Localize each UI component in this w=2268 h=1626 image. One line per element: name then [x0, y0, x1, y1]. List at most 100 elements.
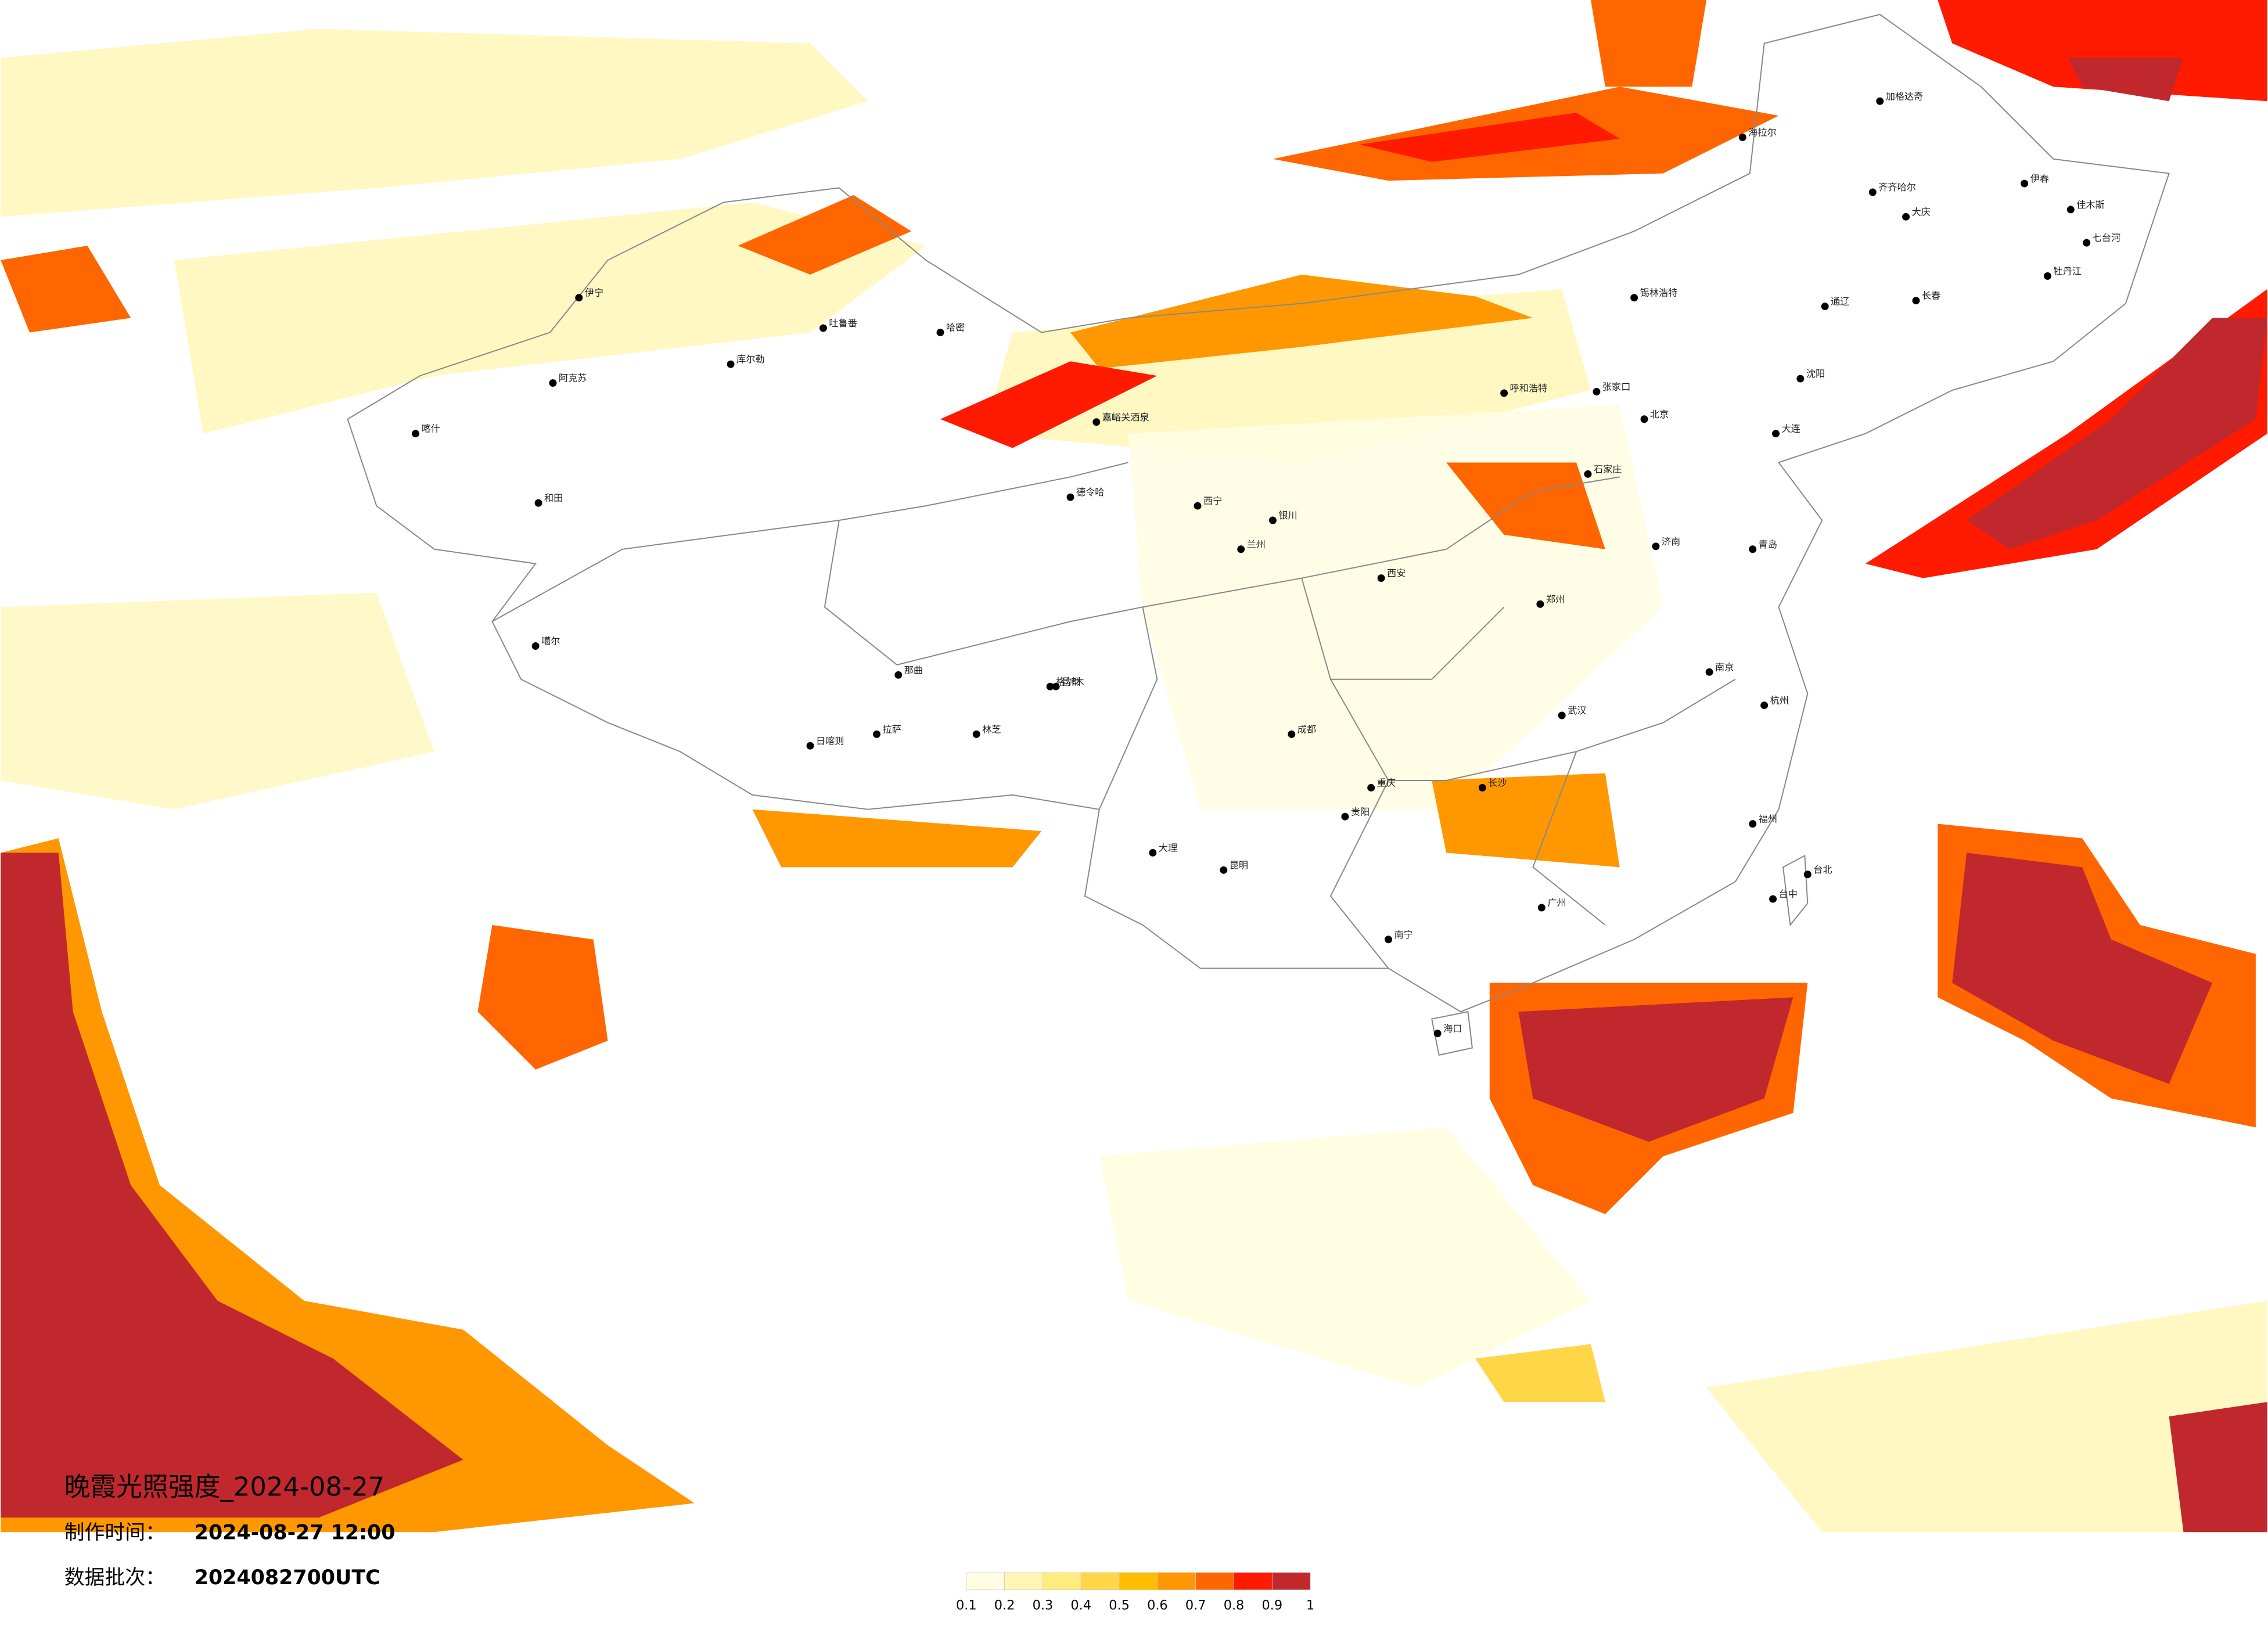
city-label: 成都	[1297, 724, 1316, 735]
city-dot	[1046, 682, 1054, 690]
city-dot	[1385, 936, 1393, 944]
city-label: 台北	[1813, 864, 1832, 875]
city-label: 格尔木	[1056, 676, 1084, 687]
city-dot	[1769, 895, 1777, 903]
city-dot	[412, 430, 419, 438]
city-label: 佳木斯	[2076, 199, 2104, 210]
legend-tick-label: 0.1	[956, 1598, 977, 1613]
legend-tick-label: 0.6	[1147, 1598, 1168, 1613]
city-label: 大连	[1782, 423, 1800, 434]
city-dot	[1760, 702, 1769, 710]
city-dot	[1803, 870, 1811, 879]
city-dot	[1092, 418, 1101, 426]
city-dot	[1593, 388, 1601, 395]
city-dot	[1630, 294, 1638, 302]
city-dot	[534, 499, 542, 507]
info: 制作时间： 2024-08-27 12:00 数据批次： 2024082700UTC	[64, 1521, 396, 1589]
legend-swatch	[1157, 1572, 1196, 1591]
city-label: 广州	[1547, 897, 1566, 908]
city-dot	[819, 324, 827, 332]
legend-tick-label: 0.3	[1033, 1598, 1054, 1613]
city-label: 郑州	[1546, 593, 1565, 605]
city-label: 齐齐哈尔	[1878, 182, 1916, 193]
city-label: 那曲	[904, 664, 923, 675]
city-label: 长沙	[1488, 777, 1507, 788]
city-dot	[2083, 239, 2091, 247]
city-dot	[1558, 711, 1566, 720]
city-dot	[2066, 206, 2075, 214]
city-dot	[806, 742, 814, 750]
city-dot	[1149, 848, 1157, 857]
city-dot	[1433, 1030, 1442, 1038]
city-label: 伊春	[2030, 173, 2049, 184]
city-dot	[1237, 545, 1245, 553]
city-dot	[575, 294, 583, 302]
city-dot	[1052, 682, 1060, 690]
legend-swatch	[1080, 1572, 1120, 1591]
city-dot	[549, 379, 557, 387]
city-label: 日喀则	[816, 735, 844, 746]
legend-tick-label: 0.9	[1262, 1598, 1283, 1613]
city-dot	[1268, 516, 1277, 524]
info-value: 2024-08-27 12:00	[195, 1521, 396, 1545]
city-label: 噶尔	[541, 636, 560, 647]
city-dot	[1584, 470, 1592, 478]
city-label: 加格达奇	[1886, 91, 1924, 102]
legend-swatch	[1119, 1572, 1158, 1591]
city-dot	[1288, 730, 1296, 738]
city-label: 福州	[1759, 814, 1777, 825]
city-label: 海拉尔	[1748, 127, 1776, 138]
city-dot	[1500, 389, 1508, 397]
legend-swatch	[1043, 1572, 1081, 1591]
legend-swatch	[1271, 1572, 1311, 1591]
city-label: 嘉峪关酒泉	[1102, 412, 1149, 423]
city-label: 库尔勒	[736, 354, 764, 365]
city-label: 杭州	[1770, 695, 1789, 706]
city-dot	[2021, 179, 2029, 188]
city-dot	[1912, 297, 1920, 305]
city-label: 南京	[1715, 661, 1734, 672]
city-dot	[972, 730, 980, 738]
city-label: 通辽	[1831, 296, 1849, 307]
city-label: 沈阳	[1806, 368, 1825, 379]
city-label: 重庆	[1377, 777, 1396, 788]
city-label: 济南	[1662, 536, 1680, 547]
city-label: 吐鲁番	[829, 318, 857, 329]
city-dot	[531, 642, 540, 650]
legend-tick-label: 0.8	[1224, 1598, 1245, 1613]
info-label: 制作时间：	[64, 1521, 166, 1545]
legend-tick-label: 0.7	[1185, 1598, 1206, 1613]
legend-swatch	[966, 1572, 1005, 1591]
legend-tick-label: 0.4	[1070, 1598, 1091, 1613]
city-dot	[2044, 272, 2051, 280]
city-dot	[1537, 904, 1545, 912]
city-label: 南宁	[1394, 929, 1413, 940]
city-label: 拉萨	[882, 724, 901, 735]
city-label: 张家口	[1602, 382, 1630, 393]
city-label: 阿克苏	[559, 373, 587, 384]
city-label: 北京	[1650, 409, 1669, 420]
city-dot	[1377, 574, 1385, 582]
city-dot	[894, 671, 903, 679]
city-label: 喀什	[421, 423, 440, 434]
city-dot	[1367, 783, 1375, 792]
city-label: 呼和浩特	[1510, 383, 1548, 394]
city-dot	[1868, 188, 1877, 196]
city-dot	[1220, 866, 1228, 874]
city-label: 七台河	[2093, 232, 2120, 243]
city-label: 台中	[1779, 888, 1798, 900]
city-dot	[1640, 415, 1648, 423]
city-label: 兰州	[1247, 539, 1266, 550]
legend-swatch	[1004, 1572, 1043, 1591]
city-label: 西安	[1387, 568, 1406, 579]
city-dot	[1749, 820, 1757, 828]
city-label: 海口	[1443, 1023, 1462, 1034]
city-label: 贵阳	[1351, 806, 1370, 817]
city-label: 和田	[544, 492, 563, 503]
city-label: 大理	[1159, 842, 1177, 853]
legend-tick-label: 0.5	[1109, 1598, 1130, 1613]
city-label: 大庆	[1912, 206, 1931, 217]
city-dot	[1478, 783, 1486, 792]
